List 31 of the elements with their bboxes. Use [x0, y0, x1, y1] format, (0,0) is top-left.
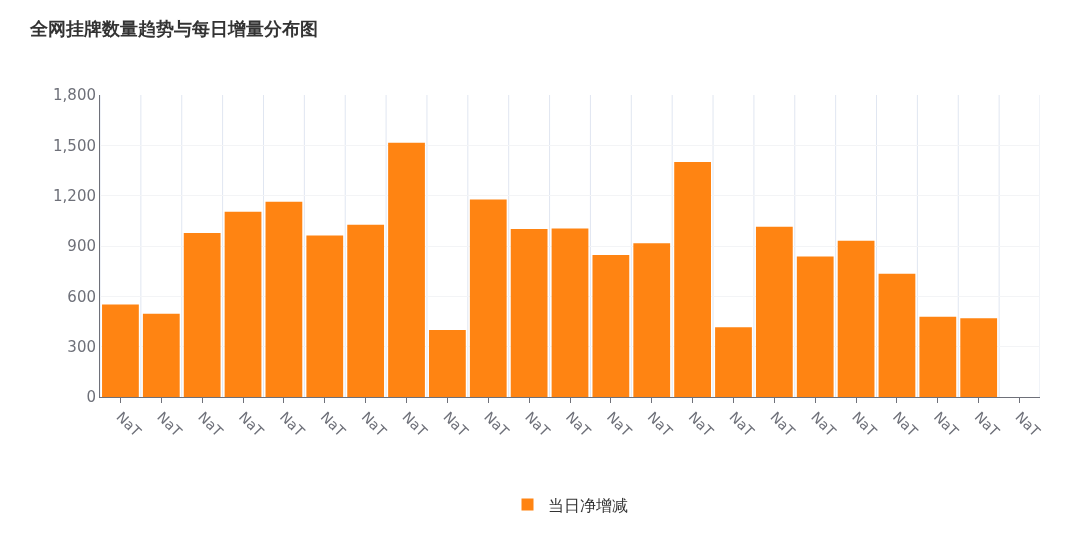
bar: [388, 142, 425, 397]
bar: [102, 304, 139, 397]
bar: [919, 316, 957, 397]
bar: [755, 226, 793, 397]
bar: [715, 327, 752, 397]
bar: [633, 243, 671, 397]
y-tick-label: 1,800: [53, 86, 96, 105]
bar: [551, 228, 589, 397]
y-tick-label: 1,200: [53, 186, 96, 205]
y-tick-label: 900: [67, 237, 96, 256]
y-tick-label: 0: [86, 388, 96, 407]
bar: [592, 254, 630, 397]
bar: [224, 211, 262, 397]
bar: [347, 224, 385, 397]
bar: [510, 229, 548, 397]
bar: [837, 240, 875, 397]
bar: [796, 256, 834, 397]
legend-label: 当日净增减: [547, 495, 628, 515]
bar: [142, 313, 180, 397]
bar: [183, 233, 221, 397]
y-tick-label: 600: [67, 287, 96, 306]
chart-title: 全网挂牌数量趋势与每日增量分布图: [29, 17, 319, 39]
bar: [265, 201, 303, 397]
bar: [469, 199, 507, 397]
bar: [429, 329, 466, 397]
bar: [674, 161, 711, 397]
bar: [306, 235, 344, 397]
y-tick-label: 1,500: [53, 136, 96, 155]
bar: [878, 273, 916, 397]
y-tick-label: 300: [67, 337, 96, 356]
bar: [960, 318, 998, 397]
